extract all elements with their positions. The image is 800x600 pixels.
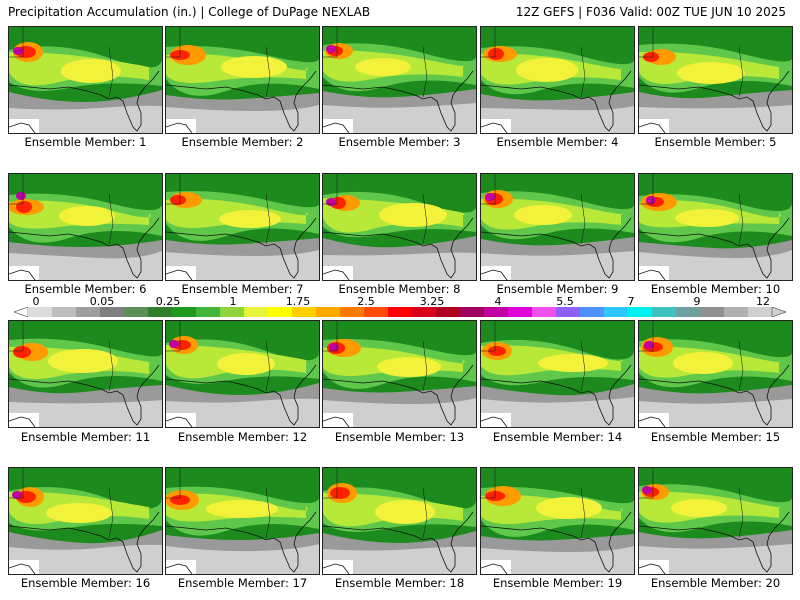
ensemble-member-label-14: Ensemble Member: 14 bbox=[492, 430, 623, 444]
colorbar-swatch bbox=[124, 307, 149, 317]
ensemble-member-label-19: Ensemble Member: 19 bbox=[492, 576, 623, 590]
colorbar-swatch bbox=[628, 307, 653, 317]
ensemble-map-12 bbox=[165, 320, 320, 428]
colorbar-tick-label: 1 bbox=[229, 295, 237, 308]
colorbar-swatch bbox=[100, 307, 125, 317]
colorbar-swatch bbox=[220, 307, 245, 317]
ensemble-member-label-8: Ensemble Member: 8 bbox=[338, 282, 461, 296]
ensemble-member-label-9: Ensemble Member: 9 bbox=[496, 282, 619, 296]
ensemble-member-label-18: Ensemble Member: 18 bbox=[334, 576, 465, 590]
colorbar-swatch bbox=[340, 307, 365, 317]
colorbar-swatch bbox=[148, 307, 173, 317]
colorbar-tick-label: 1.75 bbox=[285, 295, 311, 308]
ensemble-map-15 bbox=[638, 320, 793, 428]
precipitation-colorbar bbox=[14, 307, 786, 317]
ensemble-member-label-17: Ensemble Member: 17 bbox=[177, 576, 308, 590]
ensemble-map-16 bbox=[8, 467, 163, 575]
colorbar-swatch bbox=[388, 307, 413, 317]
ensemble-map-19 bbox=[480, 467, 635, 575]
colorbar-swatch bbox=[268, 307, 293, 317]
ensemble-map-7 bbox=[165, 173, 320, 281]
colorbar-swatch bbox=[196, 307, 221, 317]
colorbar-tick-label: 3.25 bbox=[419, 295, 445, 308]
ensemble-member-label-1: Ensemble Member: 1 bbox=[24, 135, 147, 149]
colorbar-tick-label: 0 bbox=[32, 295, 40, 308]
colorbar-swatch bbox=[580, 307, 605, 317]
colorbar-swatch bbox=[244, 307, 269, 317]
ensemble-map-10 bbox=[638, 173, 793, 281]
ensemble-member-label-2: Ensemble Member: 2 bbox=[181, 135, 304, 149]
colorbar-swatch bbox=[52, 307, 77, 317]
colorbar-swatch bbox=[676, 307, 701, 317]
ensemble-member-label-4: Ensemble Member: 4 bbox=[496, 135, 619, 149]
ensemble-map-14 bbox=[480, 320, 635, 428]
ensemble-map-4 bbox=[480, 26, 635, 134]
ensemble-map-18 bbox=[322, 467, 477, 575]
ensemble-member-label-12: Ensemble Member: 12 bbox=[177, 430, 308, 444]
colorbar-swatch bbox=[292, 307, 317, 317]
ensemble-map-1 bbox=[8, 26, 163, 134]
colorbar-swatch bbox=[652, 307, 677, 317]
colorbar-swatch bbox=[604, 307, 629, 317]
model-run-info: 12Z GEFS | F036 Valid: 00Z TUE JUN 10 20… bbox=[515, 5, 786, 19]
ensemble-member-label-6: Ensemble Member: 6 bbox=[24, 282, 147, 296]
colorbar-swatch bbox=[508, 307, 533, 317]
colorbar-tick-label: 0.05 bbox=[89, 295, 115, 308]
colorbar-swatch bbox=[76, 307, 101, 317]
colorbar-swatch bbox=[436, 307, 461, 317]
ensemble-map-17 bbox=[165, 467, 320, 575]
colorbar-swatch bbox=[748, 307, 773, 317]
ensemble-map-11 bbox=[8, 320, 163, 428]
colorbar-swatch bbox=[172, 307, 197, 317]
ensemble-member-label-15: Ensemble Member: 15 bbox=[650, 430, 781, 444]
ensemble-member-label-7: Ensemble Member: 7 bbox=[181, 282, 304, 296]
colorbar-swatch bbox=[364, 307, 389, 317]
colorbar-tick-label: 5.5 bbox=[556, 295, 574, 308]
colorbar-swatch bbox=[724, 307, 749, 317]
ensemble-member-label-5: Ensemble Member: 5 bbox=[654, 135, 777, 149]
colorbar-swatch bbox=[700, 307, 725, 317]
ensemble-map-2 bbox=[165, 26, 320, 134]
colorbar-swatch bbox=[412, 307, 437, 317]
ensemble-member-label-11: Ensemble Member: 11 bbox=[20, 430, 151, 444]
ensemble-member-label-13: Ensemble Member: 13 bbox=[334, 430, 465, 444]
colorbar-tick-label: 9 bbox=[693, 295, 701, 308]
colorbar-tick-label: 4 bbox=[494, 295, 502, 308]
colorbar-tick-label: 12 bbox=[756, 295, 770, 308]
map-title: Precipitation Accumulation (in.) | Colle… bbox=[8, 5, 371, 19]
ensemble-map-6 bbox=[8, 173, 163, 281]
ensemble-member-label-16: Ensemble Member: 16 bbox=[20, 576, 151, 590]
colorbar-max-arrow bbox=[771, 307, 786, 317]
ensemble-map-3 bbox=[322, 26, 477, 134]
colorbar-min-arrow bbox=[14, 307, 29, 317]
colorbar-swatch bbox=[556, 307, 581, 317]
colorbar-swatch bbox=[532, 307, 557, 317]
colorbar-swatch bbox=[484, 307, 509, 317]
ensemble-map-8 bbox=[322, 173, 477, 281]
ensemble-member-label-20: Ensemble Member: 20 bbox=[650, 576, 781, 590]
colorbar-tick-label: 0.25 bbox=[155, 295, 181, 308]
ensemble-map-13 bbox=[322, 320, 477, 428]
ensemble-member-label-10: Ensemble Member: 10 bbox=[650, 282, 781, 296]
colorbar-swatch bbox=[28, 307, 53, 317]
colorbar-swatch bbox=[460, 307, 485, 317]
colorbar-tick-label: 7 bbox=[627, 295, 635, 308]
ensemble-map-5 bbox=[638, 26, 793, 134]
ensemble-member-label-3: Ensemble Member: 3 bbox=[338, 135, 461, 149]
ensemble-map-9 bbox=[480, 173, 635, 281]
colorbar-tick-label: 2.5 bbox=[357, 295, 375, 308]
ensemble-map-20 bbox=[638, 467, 793, 575]
colorbar-swatch bbox=[316, 307, 341, 317]
